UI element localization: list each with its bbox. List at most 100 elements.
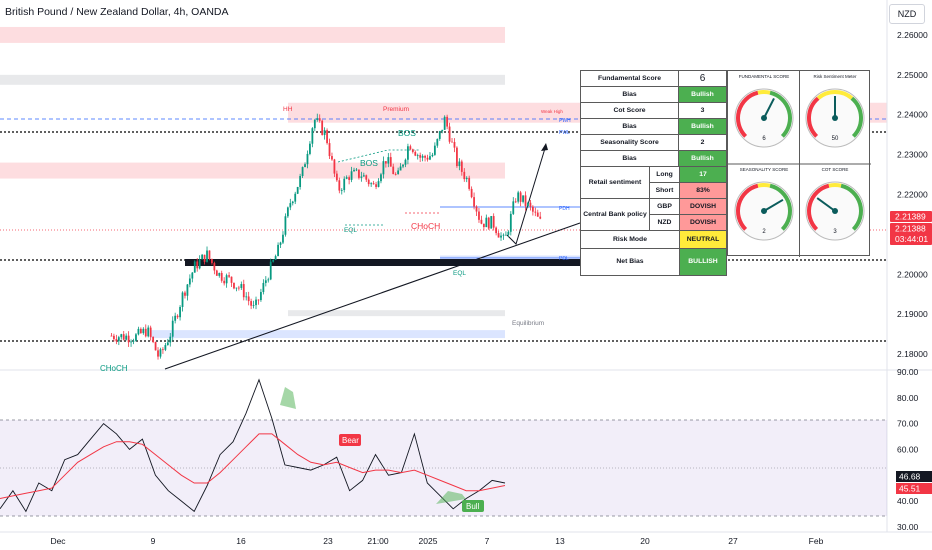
label-equilibrium: Equilibrium — [512, 320, 544, 327]
candle-body — [286, 207, 289, 217]
rsi-value-tag — [896, 471, 932, 482]
candle-body — [382, 161, 385, 175]
candle-body — [323, 130, 326, 135]
candle-body — [517, 192, 520, 202]
candle-body — [531, 206, 534, 212]
candle-body — [291, 201, 294, 204]
candle-body — [135, 334, 137, 341]
candle-body — [122, 334, 125, 340]
candle-body — [250, 301, 253, 306]
candle-body — [184, 292, 186, 296]
candle-body — [203, 254, 206, 262]
candle-body — [115, 339, 118, 342]
gauge-arc — [807, 183, 830, 231]
candle-body — [260, 292, 262, 301]
rsi-ma-line — [0, 433, 506, 499]
candle-body — [144, 328, 147, 337]
retail-label: Retail sentiment — [580, 166, 650, 199]
price-tick-label: 2.23000 — [897, 150, 928, 160]
candle-body — [419, 155, 422, 158]
candle-body — [154, 342, 157, 351]
currency-selector[interactable]: NZD — [889, 4, 925, 24]
candle-body — [458, 161, 461, 167]
bear-signal-text: Bear — [342, 436, 359, 445]
candle-body — [113, 335, 115, 340]
candle-body — [284, 216, 287, 235]
gauge-svg: FUNDAMENTAL SCORE 6 Risk Sentiment Meter 50… — [728, 71, 871, 257]
candle-body — [179, 306, 181, 318]
candle-body — [218, 272, 221, 276]
candle-body — [375, 184, 377, 187]
candle-body — [536, 212, 539, 217]
candle-body — [399, 166, 402, 171]
candle-body — [470, 188, 473, 198]
zone-supply — [0, 26, 505, 43]
dashboard-table-lower: Retail sentiment Long 17 Short 83% Centr… — [580, 166, 727, 276]
candle-body — [176, 315, 179, 318]
candle-body — [252, 305, 255, 306]
price-axis[interactable]: 2.260002.250002.240002.230002.220002.210… — [897, 30, 928, 359]
rsi-value-text: 46.68 — [899, 472, 921, 482]
candle-body — [527, 202, 529, 206]
gbp-value: DOVISH — [679, 198, 727, 215]
nzd-value: DOVISH — [679, 214, 727, 231]
rsi-tick-label: 30.00 — [897, 522, 919, 532]
short-value: 83% — [679, 182, 727, 199]
time-tick-label: 13 — [555, 536, 565, 546]
candle-body — [311, 128, 314, 144]
candle-body — [306, 153, 309, 165]
gauge-value: 6 — [762, 136, 766, 142]
bid-price-text: 2.21388 — [895, 224, 926, 234]
candle-body — [299, 176, 302, 187]
candle-body — [294, 193, 297, 202]
bull-signal-text: Bull — [466, 502, 480, 511]
candle-body — [264, 280, 267, 283]
row-label: Fundamental Score — [580, 70, 679, 87]
gauge-hub — [832, 208, 838, 214]
candle-body — [196, 261, 199, 269]
rsi-series — [0, 378, 506, 513]
candle-body — [345, 177, 348, 179]
projection-arrow[interactable] — [506, 144, 547, 245]
gauge-title: Risk Sentiment Meter — [813, 74, 857, 79]
time-tick-label: 27 — [728, 536, 738, 546]
candle-body — [267, 279, 270, 281]
label-choch-2: CHoCH — [100, 364, 128, 373]
zone-supply — [0, 162, 505, 179]
gauge-hub — [761, 208, 767, 214]
candle-body — [223, 280, 226, 284]
candle-body — [147, 327, 150, 337]
gauge-arc — [840, 183, 863, 231]
nzd-label: NZD — [649, 214, 680, 231]
short-label: Short — [649, 182, 680, 199]
candle-body — [355, 169, 358, 171]
candle-body — [409, 146, 412, 150]
candle-body — [233, 282, 235, 289]
bos-line — [337, 149, 420, 163]
price-tick-label: 2.22000 — [897, 189, 928, 199]
candle-body — [438, 131, 441, 139]
candle-body — [480, 219, 483, 224]
candle-body — [473, 197, 475, 207]
candle-body — [166, 342, 169, 346]
time-tick-label: 7 — [485, 536, 490, 546]
gbp-label: GBP — [649, 198, 680, 215]
candle-body — [132, 340, 135, 342]
candle-body — [110, 335, 113, 337]
candle-body — [495, 227, 498, 234]
candle-body — [502, 234, 505, 236]
candle-body — [343, 178, 346, 190]
candle-body — [215, 270, 218, 276]
candle-body — [247, 296, 250, 302]
time-tick-label: 2025 — [419, 536, 438, 546]
last-price-tag — [890, 211, 932, 222]
candle-body — [208, 250, 211, 259]
candle-body — [539, 216, 542, 219]
price-tick-label: 2.20000 — [897, 269, 928, 279]
time-axis[interactable]: Dec 9 16 23 21:00 2025 7 13 20 27 Feb — [50, 536, 823, 546]
candle-body — [394, 174, 397, 175]
trend-line[interactable] — [164, 222, 581, 370]
candle-series — [110, 113, 542, 360]
